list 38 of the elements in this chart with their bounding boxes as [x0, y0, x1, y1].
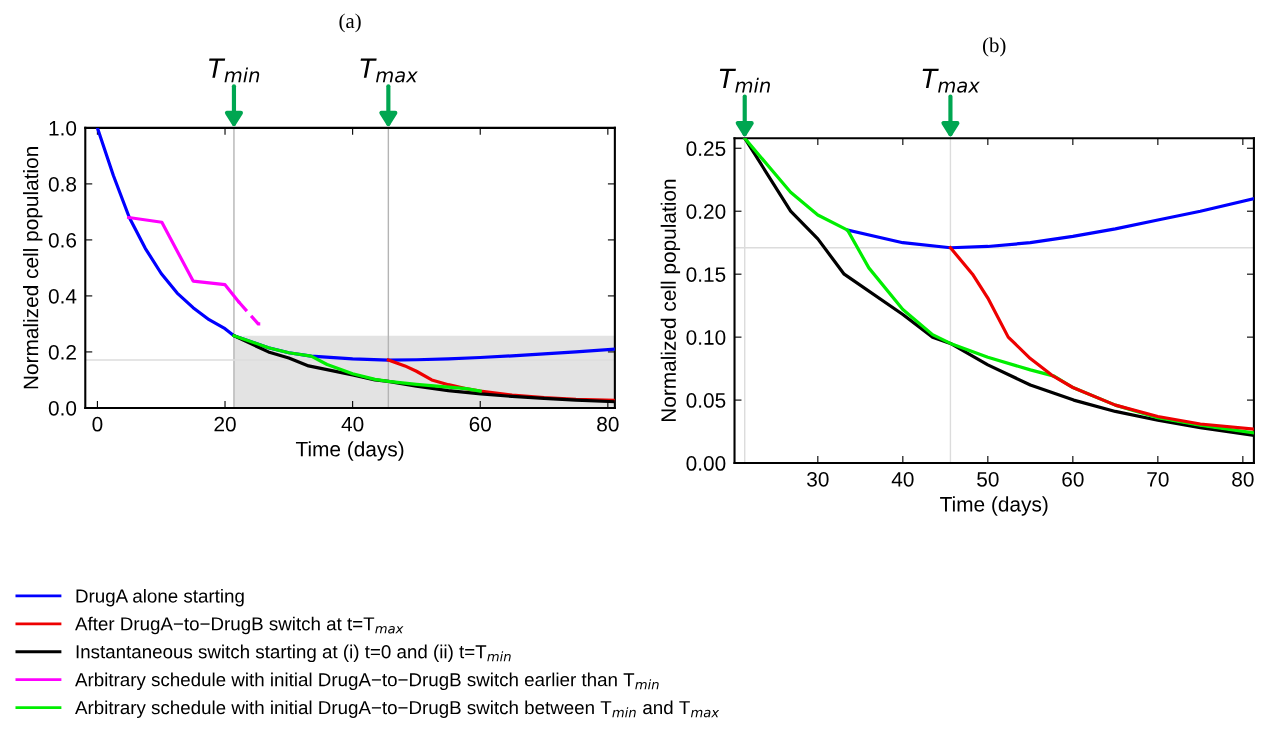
x-tick-label: 80 [597, 416, 619, 432]
legend-label: DrugA alone starting [76, 588, 244, 607]
legend-label: Arbitrary schedule with initial DrugA−to−DrugB switch between T$_{min}$ and T$_{max}$ [75, 700, 720, 718]
ref-line-label: T$_{max}$ [922, 68, 980, 93]
y-tick-label: 0.2 [48, 344, 76, 360]
y-tick-label: 0.8 [48, 176, 77, 192]
y-tick-label: 1.0 [49, 120, 77, 136]
y-tick-label: 0.00 [686, 456, 726, 471]
y-axis-title: Normalized cell population [660, 179, 681, 422]
x-tick-label: 20 [214, 416, 236, 432]
y-tick-label: 0.25 [686, 141, 726, 157]
x-tick-label: 40 [341, 416, 364, 432]
ref-line-label: T$_{max}$ [360, 58, 418, 83]
y-tick-label: 0.6 [48, 232, 77, 248]
x-tick-label: 70 [1147, 471, 1169, 487]
x-tick-label: 60 [469, 416, 492, 432]
ref-line-label: T$_{min}$ [719, 68, 770, 93]
y-tick-label: 0.15 [686, 267, 726, 282]
x-tick-label: 40 [891, 471, 914, 487]
x-axis-title: Time (days) [295, 441, 404, 461]
x-tick-label: 50 [977, 471, 999, 487]
y-tick-label: 0.0 [48, 400, 77, 416]
x-tick-label: 60 [1062, 471, 1084, 487]
ref-line-label: T$_{min}$ [209, 58, 260, 83]
x-axis-title: Time (days) [940, 496, 1048, 516]
y-axis-title: Normalized cell population [23, 147, 43, 389]
x-tick-label: 30 [807, 471, 829, 487]
y-tick-label: 0.10 [686, 330, 726, 345]
legend-label: After DrugA−to−DrugB switch at t=T$_{max}$ [75, 616, 404, 635]
chart-title: (b) [982, 37, 1006, 57]
legend-label: Instantaneous switch starting at (i) t=0 and (ii) t=T$_{min}$ [76, 644, 511, 663]
y-tick-label: 0.20 [686, 204, 726, 219]
x-tick-label: 80 [1232, 471, 1254, 487]
x-tick-label: 0 [92, 416, 103, 432]
chart-title: (a) [339, 13, 361, 33]
y-tick-label: 0.4 [48, 288, 77, 304]
legend-label: Arbitrary schedule with initial DrugA−to−DrugB switch earlier than T$_{min}$ [75, 672, 659, 691]
y-tick-label: 0.05 [686, 393, 726, 408]
